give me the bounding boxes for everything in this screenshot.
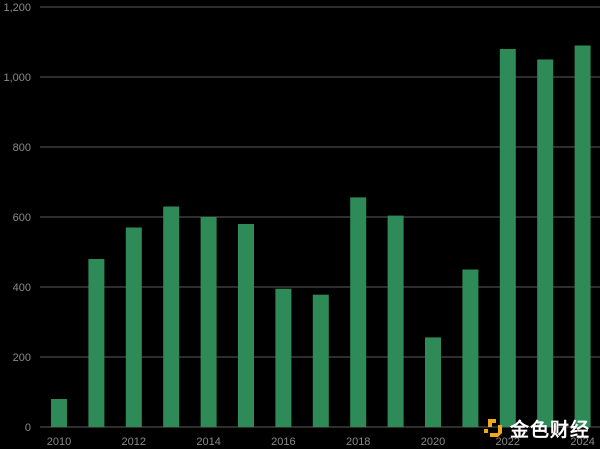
bar-2022	[499, 49, 516, 427]
y-axis-tick-labels: 0 200 400 600 800 1,000 1,200	[3, 2, 31, 434]
bar-2018	[350, 197, 367, 427]
bar-2013	[163, 206, 180, 427]
y-tick-label: 1,200	[3, 2, 31, 14]
bar-2010	[51, 399, 67, 427]
bar-2014	[200, 217, 217, 427]
bar-2015	[238, 224, 254, 427]
bar-2024	[574, 45, 591, 427]
y-tick-label: 800	[13, 142, 31, 154]
bar-2020	[425, 337, 441, 427]
y-tick-label: 600	[13, 212, 31, 224]
bar-2011	[88, 259, 105, 427]
x-tick-label: 2012	[122, 436, 146, 448]
y-tick-label: 0	[25, 422, 31, 434]
y-tick-label: 400	[13, 282, 31, 294]
bar-2012	[125, 227, 142, 427]
x-tick-label: 2016	[271, 436, 295, 448]
x-tick-label: 2024	[570, 436, 594, 448]
bar-2017	[312, 294, 329, 427]
watermark-text: 金色财经	[510, 418, 591, 441]
bar-2016	[275, 288, 292, 427]
bar-2019	[387, 215, 404, 427]
jinse-logo-icon	[484, 419, 502, 437]
x-tick-label: 2014	[196, 436, 220, 448]
x-tick-label: 2020	[421, 436, 445, 448]
bar-2023	[537, 59, 554, 427]
x-tick-label: 2022	[496, 436, 520, 448]
bars	[51, 45, 591, 427]
y-tick-label: 1,000	[3, 72, 31, 84]
x-tick-label: 2018	[346, 436, 370, 448]
bar-2021	[462, 269, 479, 427]
watermark: 金色财经	[482, 415, 590, 441]
y-tick-label: 200	[13, 352, 31, 364]
x-axis-tick-labels: 2010 2012 2014 2016 2018 2020 2022 2024	[47, 436, 595, 448]
x-tick-label: 2010	[47, 436, 71, 448]
